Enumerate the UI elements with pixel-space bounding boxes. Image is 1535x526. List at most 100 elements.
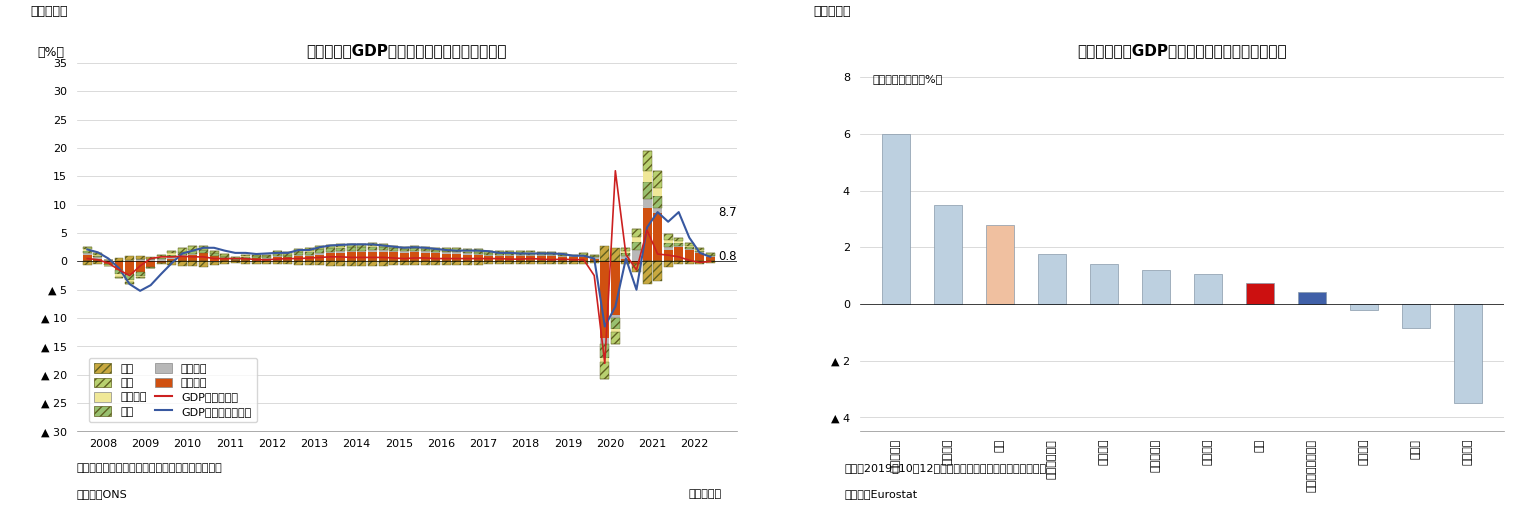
Bar [453,250,462,252]
Bar [685,246,694,247]
Bar [115,270,123,275]
Bar [368,246,378,247]
Bar [83,249,92,250]
Bar [83,255,92,261]
Bar [652,261,662,281]
Bar [559,253,566,255]
Bar [410,248,419,250]
Bar [167,254,177,255]
Bar [421,247,430,249]
Bar [178,255,187,256]
Text: （注）季節調整値、寄与度は前年同期比の寄与度: （注）季節調整値、寄与度は前年同期比の寄与度 [77,463,223,473]
Bar [1142,270,1170,304]
Bar [124,256,134,260]
Bar [881,134,910,304]
Bar [600,246,609,261]
Bar [1401,304,1431,328]
Bar [643,151,651,171]
Bar [589,256,599,257]
Bar [706,257,715,261]
Bar [579,254,588,255]
Bar [579,257,588,261]
Bar [135,261,144,271]
Bar [358,250,367,252]
Bar [157,258,166,259]
Bar [706,261,715,263]
Bar [210,251,218,254]
Bar [157,259,166,261]
Bar [124,274,134,279]
Bar [559,257,566,261]
Bar [685,250,694,261]
Bar [284,257,293,261]
Bar [388,261,398,265]
Bar [241,256,250,257]
Bar [273,256,282,257]
Bar [674,246,683,247]
Bar [611,261,620,315]
Bar [589,259,599,261]
Bar [388,252,398,261]
Bar [933,205,962,304]
Bar [622,256,631,259]
Bar [568,256,577,257]
Bar [516,251,525,253]
Bar [399,247,408,249]
Bar [146,257,155,259]
Bar [304,261,313,265]
Text: 8.7: 8.7 [718,206,737,219]
Bar [494,255,503,256]
Bar [220,254,229,256]
Bar [94,261,103,264]
Bar [421,251,430,253]
Bar [157,261,166,263]
Bar [674,242,683,246]
Bar [336,261,345,266]
Bar [622,261,631,264]
Bar [189,254,198,255]
Bar [516,261,525,264]
Bar [124,282,134,284]
Bar [230,259,239,260]
Bar [453,252,462,254]
Bar [464,255,471,261]
Bar [527,261,536,264]
Bar [135,276,144,277]
Bar [379,261,387,266]
Bar [388,248,398,250]
Title: 英国の実質GDP成長率（需要項目別寄与度）: 英国の実質GDP成長率（需要項目別寄与度） [307,43,507,58]
Bar [431,250,441,252]
Bar [695,248,705,250]
Bar [695,261,705,264]
Bar [632,261,642,264]
Bar [83,247,92,249]
Bar [1194,274,1222,304]
Bar [368,261,378,267]
Bar [464,249,471,251]
Bar [83,250,92,253]
Bar [484,256,493,261]
Bar [431,252,441,254]
Text: （図表２）: （図表２） [814,5,850,18]
Bar [685,243,694,246]
Bar [695,250,705,252]
Bar [537,252,546,254]
Bar [643,199,651,208]
Bar [368,243,378,246]
Bar [484,261,493,264]
Bar [985,225,1015,304]
Bar [241,259,250,261]
Bar [189,246,198,250]
Bar [399,249,408,251]
Bar [135,259,144,261]
Bar [611,332,620,343]
Bar [146,259,155,261]
Bar [431,261,441,265]
Bar [663,247,672,250]
Bar [505,255,514,256]
Bar [643,261,651,284]
Bar [200,246,207,250]
Bar [94,255,103,256]
Bar [157,263,166,264]
Bar [262,259,272,261]
